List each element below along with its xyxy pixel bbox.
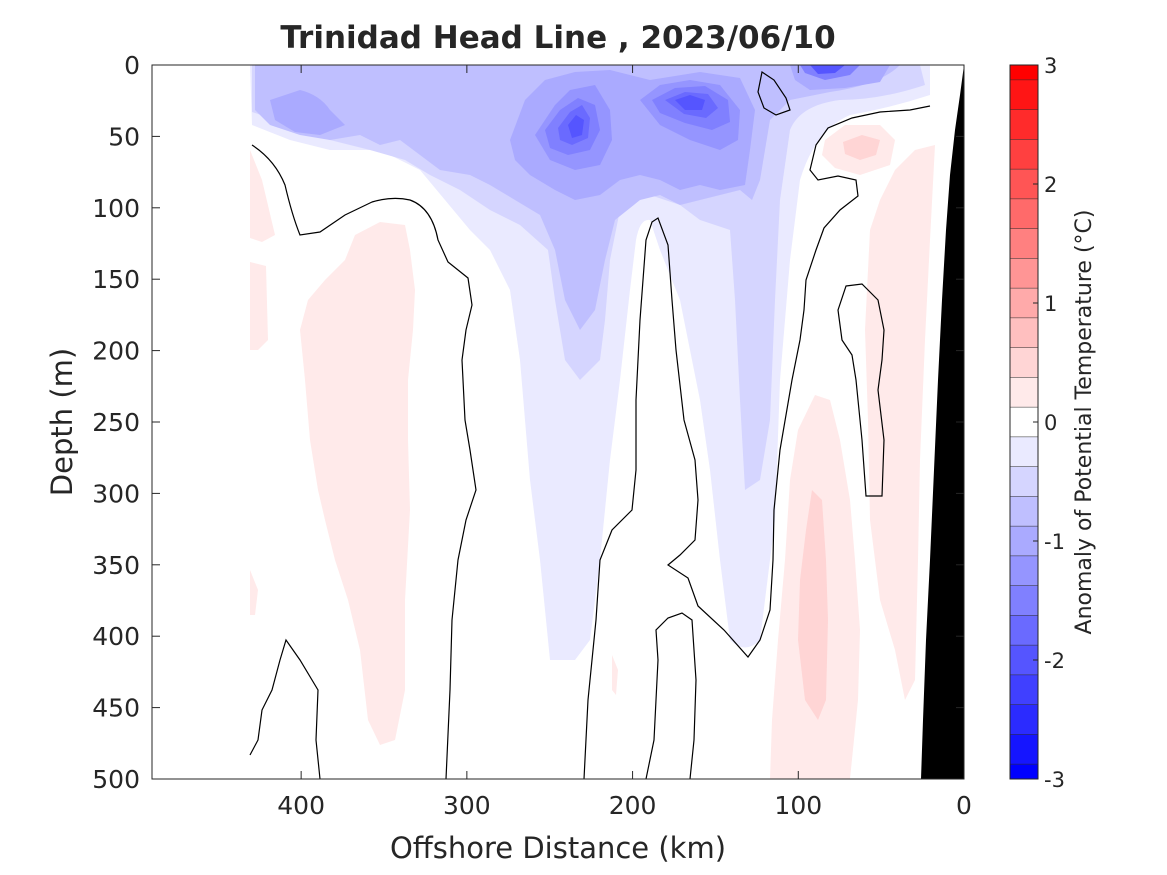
colorbar-swatch — [1010, 377, 1038, 408]
zero-contour-line — [251, 144, 477, 779]
y-tick-label: 150 — [92, 265, 140, 294]
y-tick-label: 300 — [92, 479, 140, 508]
colorbar-tick-label: 2 — [1044, 173, 1057, 197]
cold-core — [568, 115, 584, 138]
colorbar-swatch — [1010, 615, 1038, 646]
x-tick-label: 0 — [956, 791, 972, 820]
x-axis-label: Offshore Distance (km) — [390, 831, 726, 865]
colorbar-tick-label: 3 — [1044, 54, 1057, 78]
colorbar-swatch — [1010, 585, 1038, 616]
colorbar-tick-label: -2 — [1044, 649, 1065, 673]
colorbar-tick-label: 0 — [1044, 411, 1057, 435]
y-tick-label: 200 — [92, 337, 140, 366]
colorbar-swatch — [1010, 555, 1038, 586]
y-tick-label: 500 — [92, 765, 140, 794]
colorbar-tick-label: 1 — [1044, 292, 1057, 316]
warm-band-core — [815, 520, 822, 560]
y-tick-label: 400 — [92, 622, 140, 651]
anomaly-contour-fields — [249, 65, 964, 779]
colorbar-swatch — [1010, 466, 1038, 497]
warm-tongue-offshore — [300, 222, 415, 745]
cold-core — [810, 65, 845, 74]
zero-contour-line — [837, 283, 885, 497]
x-tick-label: 300 — [443, 791, 491, 820]
y-axis-label: Depth (m) — [45, 348, 79, 496]
colorbar-tick-label: -1 — [1044, 530, 1065, 554]
warm-patch-left-edge — [250, 570, 258, 615]
colorbar-label: Anomaly of Potential Temperature (°C) — [1072, 210, 1097, 635]
warm-patch-upper-core — [843, 135, 880, 160]
seafloor-bathymetry — [921, 65, 964, 779]
warm-band-coastal — [865, 145, 935, 700]
colorbar: 3 2 1 0 -1 -2 -3 — [1009, 54, 1065, 792]
x-axis-ticks: 400 300 200 100 0 — [277, 65, 972, 820]
zero-contour-line — [645, 612, 697, 779]
y-tick-label: 450 — [92, 694, 140, 723]
cold-core — [675, 95, 705, 110]
colorbar-swatch — [1010, 764, 1038, 779]
colorbar-swatch — [1010, 674, 1038, 705]
colorbar-swatch — [1010, 734, 1038, 765]
x-tick-label: 400 — [277, 791, 325, 820]
colorbar-swatch — [1010, 139, 1038, 170]
y-tick-label: 250 — [92, 408, 140, 437]
x-tick-label: 100 — [774, 791, 822, 820]
y-axis-ticks: 0 50 100 150 200 250 300 350 400 450 500 — [92, 51, 964, 794]
zero-contour-line — [757, 71, 791, 116]
colorbar-swatch — [1010, 496, 1038, 527]
zero-contour-line — [249, 638, 321, 779]
cold-layer-minus-one — [270, 90, 345, 135]
y-tick-label: 350 — [92, 551, 140, 580]
colorbar-swatch — [1010, 65, 1038, 80]
zero-contour-lines — [249, 71, 931, 779]
colorbar-swatch — [1010, 258, 1038, 289]
colorbar-swatch — [1010, 198, 1038, 229]
x-tick-label: 200 — [609, 791, 657, 820]
warm-patch-left-edge — [250, 150, 275, 242]
y-tick-label: 0 — [124, 51, 140, 80]
colorbar-tick-label: -3 — [1044, 768, 1065, 792]
y-tick-label: 50 — [108, 122, 140, 151]
colorbar-swatch — [1010, 347, 1038, 378]
zero-contour-line — [583, 105, 931, 779]
warm-patch-left-edge — [250, 262, 268, 350]
colorbar-swatch — [1010, 109, 1038, 140]
warm-patch-small — [612, 655, 618, 695]
colorbar-swatch — [1010, 704, 1038, 735]
colorbar-swatch — [1010, 436, 1038, 467]
y-tick-label: 100 — [92, 194, 140, 223]
colorbar-swatch — [1010, 79, 1038, 110]
colorbar-swatch — [1010, 317, 1038, 348]
chart-title: Trinidad Head Line , 2023/06/10 — [280, 20, 835, 56]
colorbar-swatch — [1010, 228, 1038, 259]
